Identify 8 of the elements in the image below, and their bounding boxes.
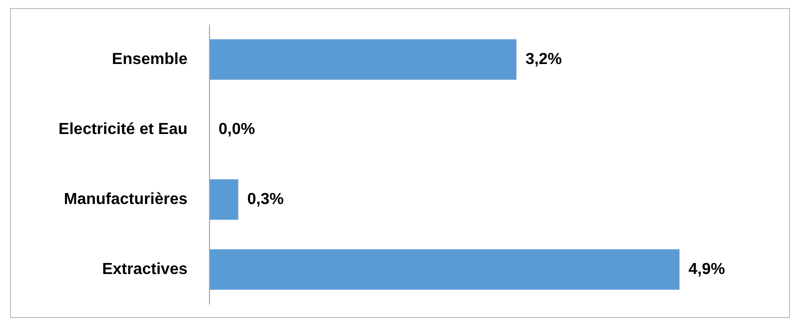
y-tick-label: Ensemble xyxy=(112,51,188,68)
data-label: 3,2% xyxy=(525,51,562,68)
y-tick-label: Electricité et Eau xyxy=(58,121,188,138)
data-label: 0,3% xyxy=(247,191,284,208)
data-label: 4,9% xyxy=(688,261,725,278)
y-tick-label: Extractives xyxy=(102,261,188,278)
y-tick-label: Manufacturières xyxy=(64,191,188,208)
data-label: 0,0% xyxy=(218,121,255,138)
